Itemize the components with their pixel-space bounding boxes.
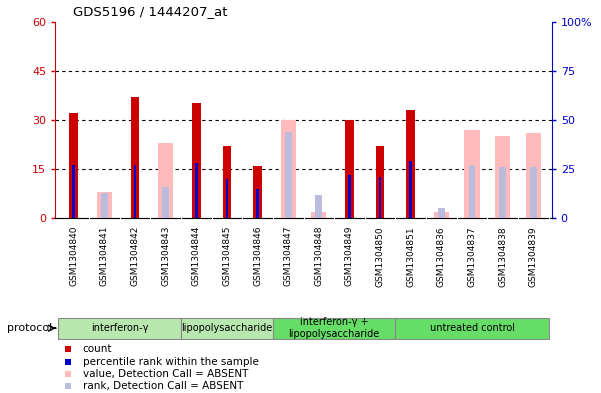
Bar xyxy=(101,193,108,218)
Text: GSM1304840: GSM1304840 xyxy=(69,226,78,286)
Text: GSM1304849: GSM1304849 xyxy=(345,226,354,286)
Text: interferon-γ +
lipopolysaccharide: interferon-γ + lipopolysaccharide xyxy=(288,318,380,339)
Text: count: count xyxy=(82,345,112,354)
Bar xyxy=(469,165,475,218)
Bar xyxy=(158,143,173,218)
Bar xyxy=(133,165,136,218)
Bar xyxy=(465,130,480,218)
Bar xyxy=(256,189,259,218)
Bar xyxy=(222,146,231,218)
Bar xyxy=(58,318,181,339)
Bar xyxy=(438,208,445,218)
Bar xyxy=(253,166,262,218)
Bar xyxy=(316,195,322,218)
Bar xyxy=(192,103,201,218)
Bar xyxy=(526,133,541,218)
Bar xyxy=(97,192,112,218)
Bar xyxy=(345,120,354,218)
Text: lipopolysaccharide: lipopolysaccharide xyxy=(182,323,272,333)
Bar xyxy=(130,97,139,218)
Text: GSM1304836: GSM1304836 xyxy=(437,226,446,286)
Text: rank, Detection Call = ABSENT: rank, Detection Call = ABSENT xyxy=(82,380,243,391)
Text: GSM1304838: GSM1304838 xyxy=(498,226,507,286)
Bar xyxy=(499,167,506,218)
Bar xyxy=(225,179,228,218)
Text: GSM1304846: GSM1304846 xyxy=(253,226,262,286)
Text: GSM1304850: GSM1304850 xyxy=(376,226,385,286)
Bar xyxy=(530,167,537,218)
Text: percentile rank within the sample: percentile rank within the sample xyxy=(82,357,258,367)
Bar xyxy=(348,175,351,218)
Bar xyxy=(434,211,449,218)
Bar xyxy=(379,177,382,218)
Text: GSM1304847: GSM1304847 xyxy=(284,226,293,286)
Bar xyxy=(409,161,412,218)
Bar xyxy=(395,318,549,339)
Bar xyxy=(285,132,291,218)
Text: GDS5196 / 1444207_at: GDS5196 / 1444207_at xyxy=(73,5,228,18)
Text: GSM1304848: GSM1304848 xyxy=(314,226,323,286)
Bar xyxy=(311,211,326,218)
Text: GSM1304841: GSM1304841 xyxy=(100,226,109,286)
Bar xyxy=(273,318,395,339)
Bar xyxy=(195,163,198,218)
Text: GSM1304843: GSM1304843 xyxy=(161,226,170,286)
Bar xyxy=(406,110,415,218)
Text: GSM1304837: GSM1304837 xyxy=(468,226,477,286)
Text: protocol: protocol xyxy=(7,323,52,333)
Text: GSM1304851: GSM1304851 xyxy=(406,226,415,286)
Bar xyxy=(181,318,273,339)
Bar xyxy=(69,113,78,218)
Text: GSM1304844: GSM1304844 xyxy=(192,226,201,286)
Bar xyxy=(162,187,169,218)
Text: untreated control: untreated control xyxy=(430,323,514,333)
Bar xyxy=(72,165,75,218)
Text: GSM1304842: GSM1304842 xyxy=(130,226,139,286)
Text: value, Detection Call = ABSENT: value, Detection Call = ABSENT xyxy=(82,369,248,379)
Text: interferon-γ: interferon-γ xyxy=(91,323,148,333)
Bar xyxy=(495,136,510,218)
Bar xyxy=(376,146,385,218)
Text: GSM1304839: GSM1304839 xyxy=(529,226,538,286)
Text: GSM1304845: GSM1304845 xyxy=(222,226,231,286)
Bar xyxy=(281,120,296,218)
